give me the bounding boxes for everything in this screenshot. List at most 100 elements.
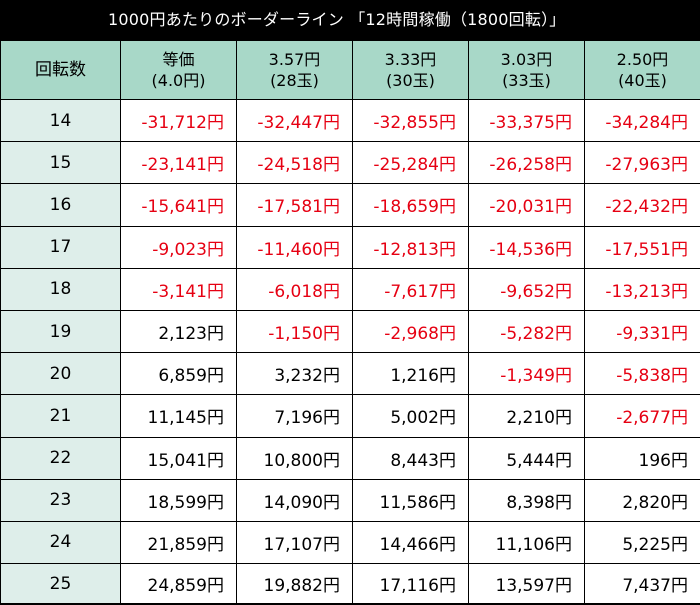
table-row: 16 -15,641円 -17,581円 -18,659円 -20,031円 -… [0,183,700,227]
value-cell: -1,349円 [468,352,585,396]
value-cell: -2,968円 [352,309,469,354]
value-cell: 5,444円 [468,436,585,480]
value-cell: 8,398円 [468,478,585,522]
spin-cell: 16 [0,183,121,227]
value-cell: -12,813円 [352,225,469,269]
value-cell: 21,859円 [120,520,237,565]
value-cell: -27,963円 [584,141,700,185]
value-cell: -34,284円 [584,98,700,143]
spin-cell: 14 [0,98,121,143]
spin-cell: 19 [0,309,121,354]
header-col-333: 3.33円 (30玉) [352,40,469,100]
header-col-label: 3.57円 [268,50,321,69]
value-cell: 15,041円 [120,436,237,480]
header-col-sub: (40玉) [618,71,667,90]
value-cell: -11,460円 [236,225,353,269]
table-row: 15 -23,141円 -24,518円 -25,284円 -26,258円 -… [0,141,700,185]
header-col-sub: (33玉) [502,71,551,90]
spin-cell: 21 [0,394,121,438]
table-row: 23 18,599円 14,090円 11,586円 8,398円 2,820円 [0,478,700,522]
value-cell: 2,123円 [120,309,237,354]
value-cell: -17,551円 [584,225,700,269]
table-row: 18 -3,141円 -6,018円 -7,617円 -9,652円 -13,2… [0,267,700,311]
header-col-label: 3.33円 [384,50,437,69]
header-col-sub: (28玉) [270,71,319,90]
value-cell: -17,581円 [236,183,353,227]
header-spin: 回転数 [0,40,121,100]
value-cell: 5,002円 [352,394,469,438]
value-cell: 6,859円 [120,352,237,396]
spin-cell: 18 [0,267,121,311]
value-cell: -2,677円 [584,394,700,438]
value-cell: 14,466円 [352,520,469,565]
header-col-357: 3.57円 (28玉) [236,40,353,100]
table-row: 22 15,041円 10,800円 8,443円 5,444円 196円 [0,436,700,480]
header-row: 回転数 等価 (4.0円) 3.57円 (28玉) 3.33円 (30玉) 3.… [0,40,700,100]
table-row: 19 2,123円 -1,150円 -2,968円 -5,282円 -9,331… [0,309,700,354]
value-cell: 196円 [584,436,700,480]
value-cell: -3,141円 [120,267,237,311]
header-col-label: 2.50円 [616,50,669,69]
table-body: 14 -31,712円 -32,447円 -32,855円 -33,375円 -… [0,98,700,605]
spin-cell: 20 [0,352,121,396]
value-cell: -33,375円 [468,98,585,143]
value-cell: 7,196円 [236,394,353,438]
value-cell: -32,447円 [236,98,353,143]
value-cell: 13,597円 [468,563,585,605]
value-cell: -24,518円 [236,141,353,185]
value-cell: -32,855円 [352,98,469,143]
value-cell: -18,659円 [352,183,469,227]
value-cell: 3,232円 [236,352,353,396]
value-cell: -20,031円 [468,183,585,227]
value-cell: 17,107円 [236,520,353,565]
table-title: 1000円あたりのボーダーライン 「12時間稼働（1800回転）」 [108,10,566,29]
value-cell: 18,599円 [120,478,237,522]
value-cell: -1,150円 [236,309,353,354]
value-cell: -23,141円 [120,141,237,185]
value-cell: 11,106円 [468,520,585,565]
spin-cell: 22 [0,436,121,480]
spin-cell: 25 [0,563,121,605]
value-cell: 2,210円 [468,394,585,438]
value-cell: 10,800円 [236,436,353,480]
header-col-label: 3.03円 [500,50,553,69]
value-cell: -9,652円 [468,267,585,311]
table-row: 17 -9,023円 -11,460円 -12,813円 -14,536円 -1… [0,225,700,269]
value-cell: -22,432円 [584,183,700,227]
value-cell: 14,090円 [236,478,353,522]
value-cell: -9,023円 [120,225,237,269]
spin-cell: 24 [0,520,121,565]
value-cell: -9,331円 [584,309,700,354]
header-col-250: 2.50円 (40玉) [584,40,700,100]
table-row: 21 11,145円 7,196円 5,002円 2,210円 -2,677円 [0,394,700,438]
border-line-table: 回転数 等価 (4.0円) 3.57円 (28玉) 3.33円 (30玉) 3.… [0,40,700,605]
header-col-label: 等価 [162,50,195,69]
table-row: 14 -31,712円 -32,447円 -32,855円 -33,375円 -… [0,98,700,143]
header-col-sub: (4.0円) [151,71,206,90]
header-col-sub: (30玉) [386,71,435,90]
value-cell: -5,282円 [468,309,585,354]
spin-cell: 23 [0,478,121,522]
header-col-equal: 等価 (4.0円) [120,40,237,100]
value-cell: 1,216円 [352,352,469,396]
value-cell: -5,838円 [584,352,700,396]
value-cell: 11,145円 [120,394,237,438]
header-col-303: 3.03円 (33玉) [468,40,585,100]
value-cell: -13,213円 [584,267,700,311]
value-cell: 2,820円 [584,478,700,522]
spin-cell: 15 [0,141,121,185]
value-cell: 7,437円 [584,563,700,605]
value-cell: 5,225円 [584,520,700,565]
value-cell: 8,443円 [352,436,469,480]
value-cell: -26,258円 [468,141,585,185]
value-cell: 24,859円 [120,563,237,605]
value-cell: -6,018円 [236,267,353,311]
value-cell: -15,641円 [120,183,237,227]
value-cell: 19,882円 [236,563,353,605]
value-cell: -14,536円 [468,225,585,269]
table-row: 24 21,859円 17,107円 14,466円 11,106円 5,225… [0,520,700,565]
table-row: 25 24,859円 19,882円 17,116円 13,597円 7,437… [0,563,700,605]
value-cell: -31,712円 [120,98,237,143]
value-cell: 17,116円 [352,563,469,605]
